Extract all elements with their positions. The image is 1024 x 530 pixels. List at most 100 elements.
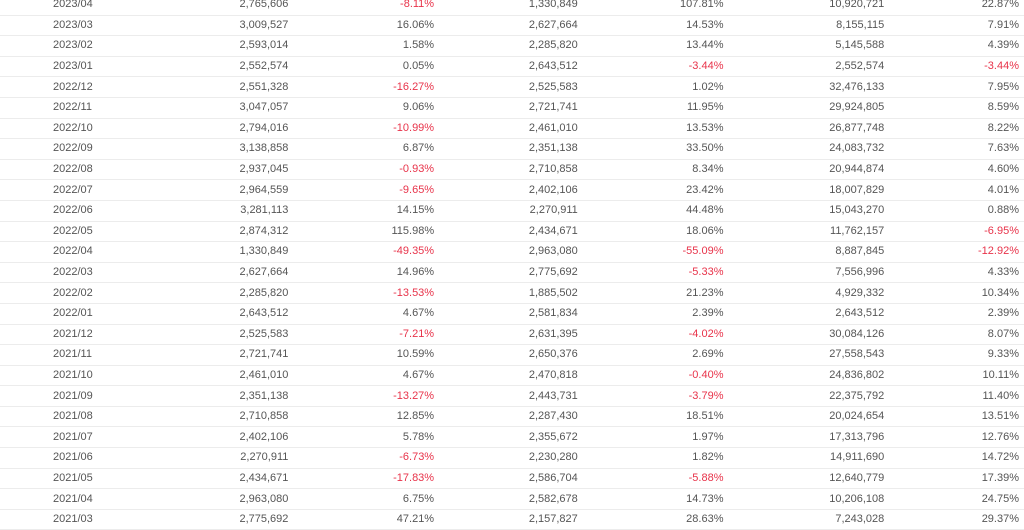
change-cell: 0.05% — [288, 56, 435, 78]
table-row: 2021/12 2,525,583 -7.21% 2,631,395 -4.02% 30,… — [0, 324, 1024, 346]
cumulative-change-cell: 29.37% — [884, 509, 1024, 530]
value-cell: 2,627,664 — [152, 262, 289, 284]
change-cell: 10.59% — [288, 344, 435, 366]
change-cell: -13.53% — [288, 282, 435, 304]
cumulative-change-cell: 2.39% — [884, 303, 1024, 325]
cumulative-value-cell: 2,643,512 — [723, 303, 885, 325]
compare-value-cell: 2,461,010 — [434, 118, 578, 140]
value-cell: 3,138,858 — [152, 138, 289, 160]
compare-value-cell: 2,443,731 — [434, 385, 578, 407]
change-cell: 6.87% — [288, 138, 435, 160]
compare-value-cell: 2,285,820 — [434, 35, 578, 57]
compare-value-cell: 2,470,818 — [434, 365, 578, 387]
month-cell: 2021/11 — [0, 344, 153, 366]
compare-change-cell: -0.40% — [577, 365, 724, 387]
cumulative-change-cell: 4.39% — [884, 35, 1024, 57]
month-cell: 2022/07 — [0, 179, 153, 201]
cumulative-change-cell: 14.72% — [884, 447, 1024, 469]
table-row: 2022/09 3,138,858 6.87% 2,351,138 33.50% 24,0… — [0, 138, 1024, 160]
compare-value-cell: 2,963,080 — [434, 241, 578, 263]
value-cell: 2,710,858 — [152, 406, 289, 428]
value-cell: 2,963,080 — [152, 488, 289, 510]
value-cell: 2,285,820 — [152, 282, 289, 304]
value-cell: 2,402,106 — [152, 426, 289, 449]
change-cell: 47.21% — [288, 509, 435, 530]
table-row: 2023/01 2,552,574 0.05% 2,643,512 -3.44% 2,55… — [0, 56, 1024, 78]
compare-change-cell: -3.79% — [577, 385, 724, 407]
cumulative-change-cell: 9.33% — [884, 344, 1024, 366]
value-cell: 2,552,574 — [152, 56, 289, 78]
cumulative-value-cell: 32,476,133 — [723, 76, 885, 98]
value-cell: 2,461,010 — [152, 365, 289, 387]
compare-value-cell: 2,582,678 — [434, 488, 578, 510]
cumulative-change-cell: 22.87% — [884, 0, 1024, 16]
table-row: 2021/10 2,461,010 4.67% 2,470,818 -0.40% 24,8… — [0, 365, 1024, 387]
compare-change-cell: -55.09% — [577, 241, 724, 263]
change-cell: 9.06% — [288, 97, 435, 119]
compare-value-cell: 2,581,834 — [434, 303, 578, 325]
table-row: 2021/09 2,351,138 -13.27% 2,443,731 -3.79% 22… — [0, 385, 1024, 407]
value-cell: 2,593,014 — [152, 35, 289, 57]
month-cell: 2023/04 — [0, 0, 153, 16]
month-cell: 2021/10 — [0, 365, 153, 387]
cumulative-value-cell: 7,556,996 — [723, 262, 885, 284]
value-cell: 2,721,741 — [152, 344, 289, 366]
cumulative-value-cell: 24,083,732 — [723, 138, 885, 160]
cumulative-change-cell: 10.34% — [884, 282, 1024, 304]
compare-change-cell: 8.34% — [577, 159, 724, 181]
cumulative-change-cell: 0.88% — [884, 200, 1024, 222]
cumulative-change-cell: 17.39% — [884, 468, 1024, 490]
cumulative-change-cell: 8.07% — [884, 324, 1024, 346]
table-row: 2021/11 2,721,741 10.59% 2,650,376 2.69% 27,5… — [0, 344, 1024, 366]
change-cell: 12.85% — [288, 406, 435, 428]
compare-value-cell: 2,650,376 — [434, 344, 578, 366]
table-row: 2022/02 2,285,820 -13.53% 1,885,502 21.23% 4,… — [0, 282, 1024, 304]
compare-change-cell: 1.97% — [577, 426, 724, 449]
month-cell: 2021/03 — [0, 509, 153, 530]
month-cell: 2022/05 — [0, 221, 153, 243]
cumulative-change-cell: -6.95% — [884, 221, 1024, 243]
change-cell: 4.67% — [288, 303, 435, 325]
change-cell: -49.35% — [288, 241, 435, 263]
cumulative-value-cell: 22,375,792 — [723, 385, 885, 407]
table-row: 2022/01 2,643,512 4.67% 2,581,834 2.39% 2,643… — [0, 303, 1024, 325]
cumulative-value-cell: 30,084,126 — [723, 324, 885, 346]
value-cell: 3,047,057 — [152, 97, 289, 119]
compare-value-cell: 2,270,911 — [434, 200, 578, 222]
compare-change-cell: 2.39% — [577, 303, 724, 325]
month-cell: 2022/10 — [0, 118, 153, 140]
month-cell: 2022/04 — [0, 241, 153, 263]
cumulative-change-cell: 11.40% — [884, 385, 1024, 407]
value-cell: 2,874,312 — [152, 221, 289, 243]
change-cell: 16.06% — [288, 15, 435, 37]
change-cell: -13.27% — [288, 385, 435, 407]
cumulative-value-cell: 10,206,108 — [723, 488, 885, 510]
value-cell: 2,351,138 — [152, 385, 289, 407]
change-cell: -10.99% — [288, 118, 435, 140]
month-cell: 2023/01 — [0, 56, 153, 78]
compare-change-cell: 1.02% — [577, 76, 724, 98]
cumulative-value-cell: 7,243,028 — [723, 509, 885, 530]
change-cell: 5.78% — [288, 426, 435, 449]
compare-value-cell: 2,631,395 — [434, 324, 578, 346]
cumulative-change-cell: 24.75% — [884, 488, 1024, 510]
table-row: 2022/11 3,047,057 9.06% 2,721,741 11.95% 29,9… — [0, 97, 1024, 119]
cumulative-value-cell: 20,024,654 — [723, 406, 885, 428]
compare-change-cell: -5.33% — [577, 262, 724, 284]
cumulative-value-cell: 24,836,802 — [723, 365, 885, 387]
month-cell: 2021/06 — [0, 447, 153, 469]
compare-value-cell: 2,351,138 — [434, 138, 578, 160]
value-cell: 2,643,512 — [152, 303, 289, 325]
cumulative-value-cell: 17,313,796 — [723, 426, 885, 449]
table-row: 2021/08 2,710,858 12.85% 2,287,430 18.51% 20,… — [0, 406, 1024, 428]
change-cell: 14.96% — [288, 262, 435, 284]
value-cell: 2,434,671 — [152, 468, 289, 490]
table-row: 2022/08 2,937,045 -0.93% 2,710,858 8.34% 20,9… — [0, 159, 1024, 181]
table-row: 2021/03 2,775,692 47.21% 2,157,827 28.63% 7,2… — [0, 509, 1024, 530]
month-cell: 2022/01 — [0, 303, 153, 325]
value-cell: 2,765,606 — [152, 0, 289, 16]
compare-change-cell: 13.44% — [577, 35, 724, 57]
compare-value-cell: 2,157,827 — [434, 509, 578, 530]
compare-change-cell: -4.02% — [577, 324, 724, 346]
month-cell: 2021/08 — [0, 406, 153, 428]
